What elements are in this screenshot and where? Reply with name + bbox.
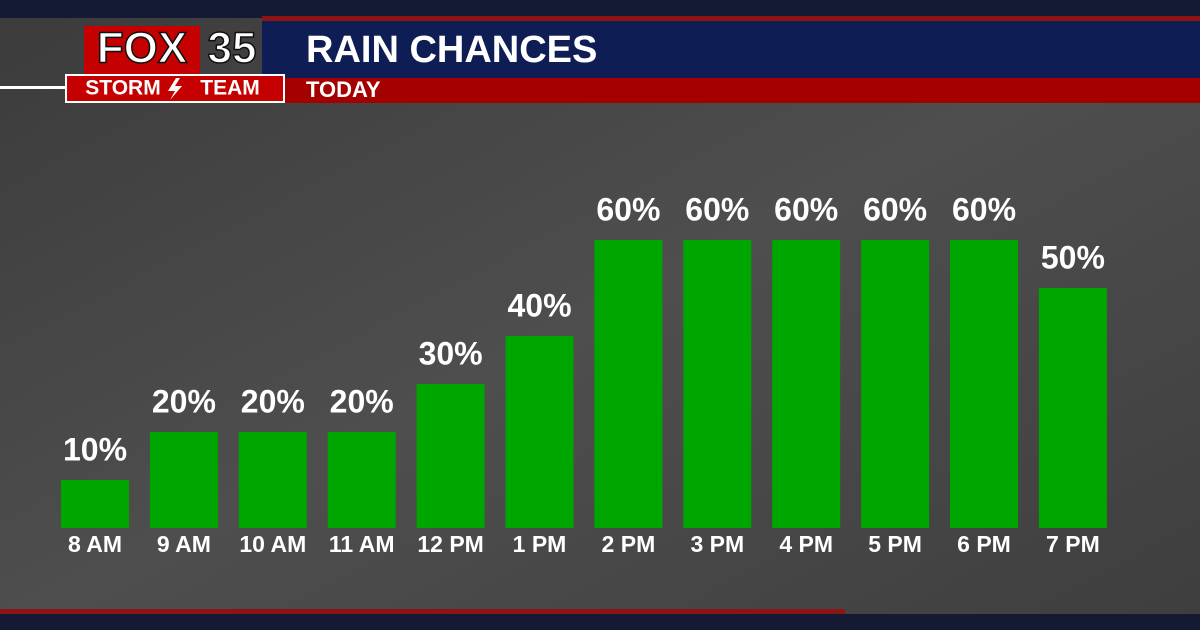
value-label: 20% <box>152 383 216 419</box>
top-line <box>262 16 1200 21</box>
bar <box>416 384 485 528</box>
subtitle-band <box>262 78 1200 103</box>
team-box <box>65 74 285 103</box>
x-tick-label: 10 AM <box>239 531 306 557</box>
logo-box <box>84 26 200 74</box>
value-label: 50% <box>1041 239 1105 275</box>
x-tick-label: 9 AM <box>157 531 211 557</box>
bar <box>1038 288 1107 528</box>
bar <box>861 240 930 528</box>
value-label: 60% <box>952 191 1016 227</box>
accent-line <box>0 86 70 89</box>
x-tick-label: 12 PM <box>417 531 483 557</box>
logo: FOX 35 STORM TEAM <box>65 23 285 103</box>
value-label: 20% <box>330 383 394 419</box>
bar <box>149 432 218 528</box>
value-label: 10% <box>63 431 127 467</box>
value-label: 60% <box>685 191 749 227</box>
value-label: 30% <box>419 335 483 371</box>
x-tick-label: 2 PM <box>602 531 656 557</box>
x-tick-label: 7 PM <box>1046 531 1100 557</box>
bottom-strip <box>0 614 1200 630</box>
value-label: 60% <box>774 191 838 227</box>
chart-subtitle: TODAY <box>306 77 381 102</box>
bar <box>327 432 396 528</box>
chart-title: RAIN CHANCES <box>306 29 597 71</box>
top-strip <box>0 0 1200 18</box>
bar <box>594 240 663 528</box>
team-right: TEAM <box>200 77 260 100</box>
logo-brand: FOX <box>97 24 187 73</box>
bar <box>950 240 1018 528</box>
x-tick-label: 8 AM <box>68 531 122 557</box>
x-tick-label: 4 PM <box>779 531 833 557</box>
x-tick-label: 6 PM <box>957 531 1011 557</box>
team-left: STORM <box>85 77 160 100</box>
value-label: 20% <box>241 383 305 419</box>
value-label: 40% <box>507 287 571 323</box>
bar <box>238 432 307 528</box>
x-tick-label: 1 PM <box>513 531 567 557</box>
x-tick-label: 3 PM <box>690 531 744 557</box>
bar <box>505 336 574 528</box>
x-tick-label: 11 AM <box>329 531 395 557</box>
logo-number: 35 <box>208 24 257 73</box>
bar <box>61 480 129 528</box>
x-tick-label: 5 PM <box>868 531 922 557</box>
bar <box>683 240 752 528</box>
value-label: 60% <box>863 191 927 227</box>
bolt-icon <box>168 78 182 100</box>
bar <box>772 240 841 528</box>
value-label: 60% <box>596 191 660 227</box>
bottom-line <box>0 609 845 614</box>
title-band <box>262 21 1200 78</box>
